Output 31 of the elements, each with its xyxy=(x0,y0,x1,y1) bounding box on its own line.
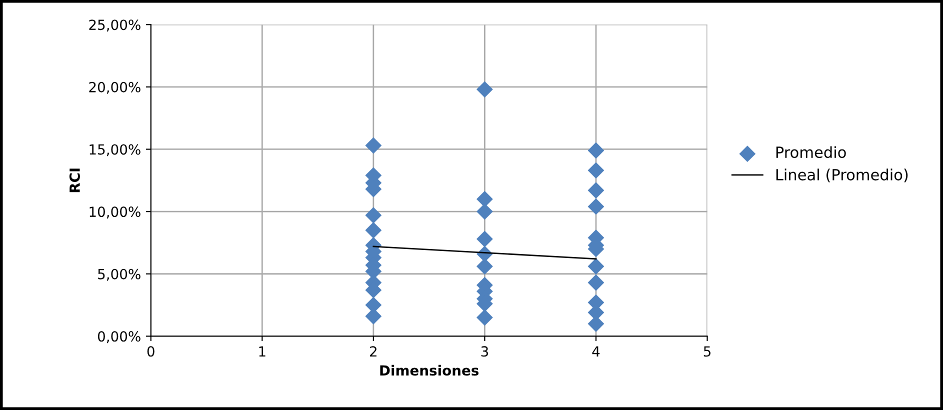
point xyxy=(588,182,604,199)
y-tick-label: 15,00% xyxy=(90,144,140,156)
point xyxy=(476,190,493,208)
x-tick-label: 0 xyxy=(147,346,154,357)
y-tick-label: 20,00% xyxy=(89,82,140,94)
point xyxy=(588,198,604,215)
point xyxy=(588,274,604,291)
y-tick-label: 10,00% xyxy=(90,206,140,218)
y-tick-label: 25,00% xyxy=(89,20,140,32)
x-tick-label: 3 xyxy=(481,346,488,357)
point xyxy=(365,207,382,224)
point xyxy=(476,203,493,220)
legend-label: Lineal (Promedio) xyxy=(776,168,908,182)
point xyxy=(588,142,604,159)
point xyxy=(476,230,493,248)
x-tick-label: 1 xyxy=(259,346,266,356)
point xyxy=(476,81,493,98)
y-axis-title: RCI xyxy=(69,168,80,192)
x-tick-label: 5 xyxy=(704,346,710,357)
x-tick-label: 4 xyxy=(592,346,600,356)
point xyxy=(365,222,382,238)
x-axis-title: Dimensiones xyxy=(380,364,479,376)
legend-label: Promedio xyxy=(776,146,846,158)
point xyxy=(588,258,604,275)
point xyxy=(476,258,493,275)
point xyxy=(476,309,493,326)
y-tick-label: 0,00% xyxy=(98,331,140,344)
point xyxy=(365,137,382,154)
x-tick-label: 2 xyxy=(370,346,376,356)
point xyxy=(588,162,604,179)
y-tick-label: 5,00% xyxy=(98,268,140,281)
